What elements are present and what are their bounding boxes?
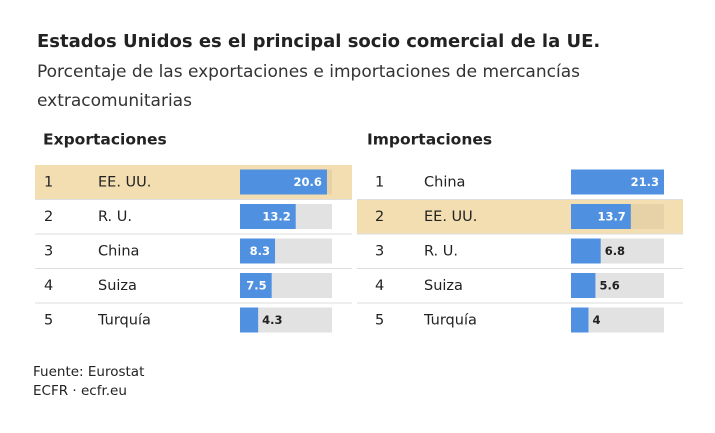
bar (240, 238, 276, 264)
rank: 4 (44, 278, 53, 294)
subtitle: Porcentaje de las exportaciones e import… (37, 62, 580, 82)
bar (571, 204, 631, 229)
subtitle: extracomunitarias (37, 91, 192, 111)
value-label: 13.2 (262, 210, 290, 224)
country: Turquía (97, 313, 151, 329)
country: China (98, 244, 139, 260)
bar (240, 204, 296, 229)
country: Suiza (98, 278, 137, 294)
country: Suiza (424, 278, 463, 294)
rank: 5 (375, 313, 384, 329)
table-heading: Exportaciones (43, 131, 167, 149)
source: Fuente: Eurostat (33, 364, 144, 380)
rank: 3 (375, 244, 384, 260)
bar (571, 307, 589, 333)
bar (240, 273, 272, 298)
rank: 5 (44, 313, 53, 329)
country: R. U. (424, 244, 458, 260)
bar (571, 169, 664, 195)
country: Turquía (423, 313, 477, 329)
title: Estados Unidos es el principal socio com… (37, 31, 600, 52)
rank: 1 (375, 175, 384, 191)
value-label: 8.3 (250, 244, 270, 258)
value-label: 21.3 (631, 175, 659, 189)
rank: 2 (375, 209, 384, 225)
value-label: 4 (592, 313, 600, 327)
value-label: 4.3 (262, 313, 282, 327)
value-label: 13.7 (597, 210, 625, 224)
rank: 4 (375, 278, 384, 294)
rank: 2 (44, 209, 53, 225)
bar (240, 169, 327, 195)
value-label: 6.8 (605, 244, 625, 258)
bar (571, 273, 596, 298)
country: EE. UU. (98, 175, 151, 191)
country: China (424, 175, 465, 191)
rank: 1 (44, 175, 53, 191)
table-heading: Importaciones (367, 131, 492, 149)
bar (240, 307, 259, 333)
rank: 3 (44, 244, 53, 260)
country: EE. UU. (424, 209, 477, 225)
country: R. U. (98, 209, 132, 225)
value-label: 20.6 (294, 175, 322, 189)
value-label: 7.5 (246, 279, 266, 293)
credit: ECFR · ecfr.eu (33, 383, 127, 399)
bar (571, 238, 601, 264)
value-label: 5.6 (599, 279, 619, 293)
